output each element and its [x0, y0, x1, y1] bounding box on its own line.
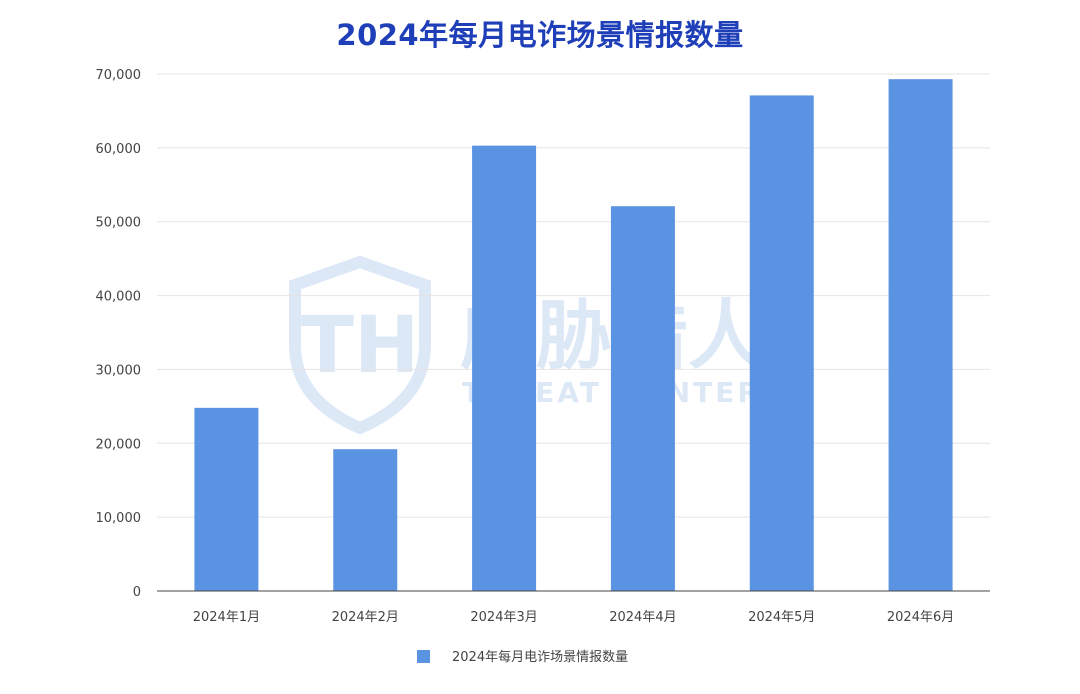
- bar: [749, 95, 814, 591]
- legend: 2024年每月电诈场景情报数量: [417, 649, 628, 665]
- y-tick-label: 0: [133, 585, 141, 600]
- x-tick-label: 2024年1月: [193, 610, 260, 625]
- y-axis: 0 10,000 20,000 30,000 40,000 50,000 60,000 70,…: [96, 68, 142, 600]
- y-tick-label: 30,000: [96, 363, 142, 378]
- watermark-logo-letters: TH: [301, 301, 420, 391]
- y-tick-label: 50,000: [96, 216, 142, 231]
- gridlines: [157, 73, 990, 518]
- legend-swatch: [417, 650, 430, 663]
- bar: [472, 145, 537, 592]
- chart-title: 2024年每月电诈场景情报数量: [336, 18, 744, 52]
- x-axis: 2024年1月 2024年2月 2024年3月 2024年4月 2024年5月 2024年…: [157, 590, 990, 625]
- x-tick-label: 2024年6月: [887, 610, 954, 625]
- y-tick-label: 40,000: [96, 290, 142, 305]
- legend-label: 2024年每月电诈场景情报数量: [452, 649, 628, 665]
- bar: [610, 206, 675, 591]
- x-tick-label: 2024年3月: [470, 610, 537, 625]
- watermark-shield-icon: [289, 255, 431, 435]
- y-tick-label: 10,000: [96, 511, 142, 526]
- x-tick-label: 2024年4月: [609, 610, 676, 625]
- y-tick-label: 70,000: [96, 68, 142, 83]
- bar: [333, 449, 398, 591]
- bar: [194, 407, 259, 591]
- x-tick-label: 2024年2月: [332, 610, 399, 625]
- y-tick-label: 20,000: [96, 437, 142, 452]
- bar: [888, 79, 953, 592]
- y-tick-label: 60,000: [96, 142, 142, 157]
- bars: [194, 79, 953, 592]
- x-tick-label: 2024年5月: [748, 610, 815, 625]
